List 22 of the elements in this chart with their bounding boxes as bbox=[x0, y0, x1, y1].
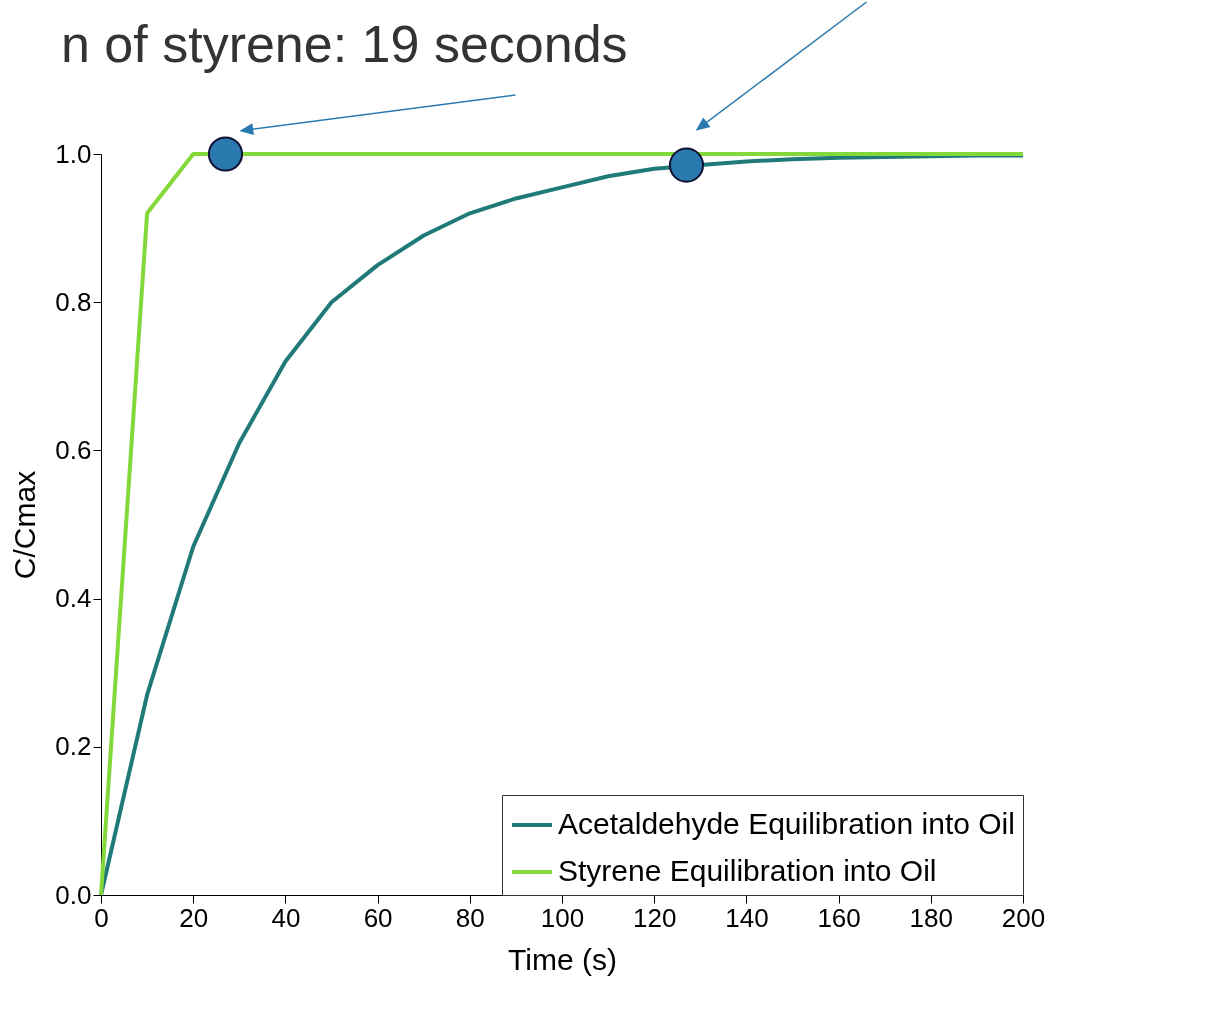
x-tick-label: 0 bbox=[94, 902, 109, 933]
x-axis-title: Time (s) bbox=[508, 942, 617, 976]
y-tick-label: 0.6 bbox=[55, 434, 92, 465]
legend-label: Acetaldehyde Equilibration into Oil bbox=[558, 807, 1015, 840]
y-axis-title: C/Cmax bbox=[8, 470, 42, 580]
chart-title: n of styrene: 19 seconds bbox=[61, 15, 628, 74]
x-tick-label: 60 bbox=[363, 902, 393, 933]
legend-label: Styrene Equilibration into Oil bbox=[558, 854, 937, 887]
x-tick-label: 120 bbox=[633, 902, 677, 933]
y-tick-label: 0.4 bbox=[55, 583, 92, 614]
x-tick-label: 140 bbox=[725, 902, 769, 933]
x-tick-label: 200 bbox=[1001, 902, 1046, 933]
y-tick-label: 1.0 bbox=[55, 138, 92, 169]
x-tick-label: 40 bbox=[271, 902, 301, 933]
x-tick-label: 180 bbox=[909, 902, 953, 933]
x-tick-label: 80 bbox=[455, 902, 485, 933]
y-tick-label: 0.8 bbox=[55, 286, 92, 317]
y-tick-label: 0.0 bbox=[55, 879, 92, 910]
x-tick-label: 20 bbox=[179, 902, 209, 933]
x-tick-label: 160 bbox=[817, 902, 861, 933]
y-tick-label: 0.2 bbox=[55, 731, 92, 762]
x-tick-label: 100 bbox=[540, 902, 585, 933]
